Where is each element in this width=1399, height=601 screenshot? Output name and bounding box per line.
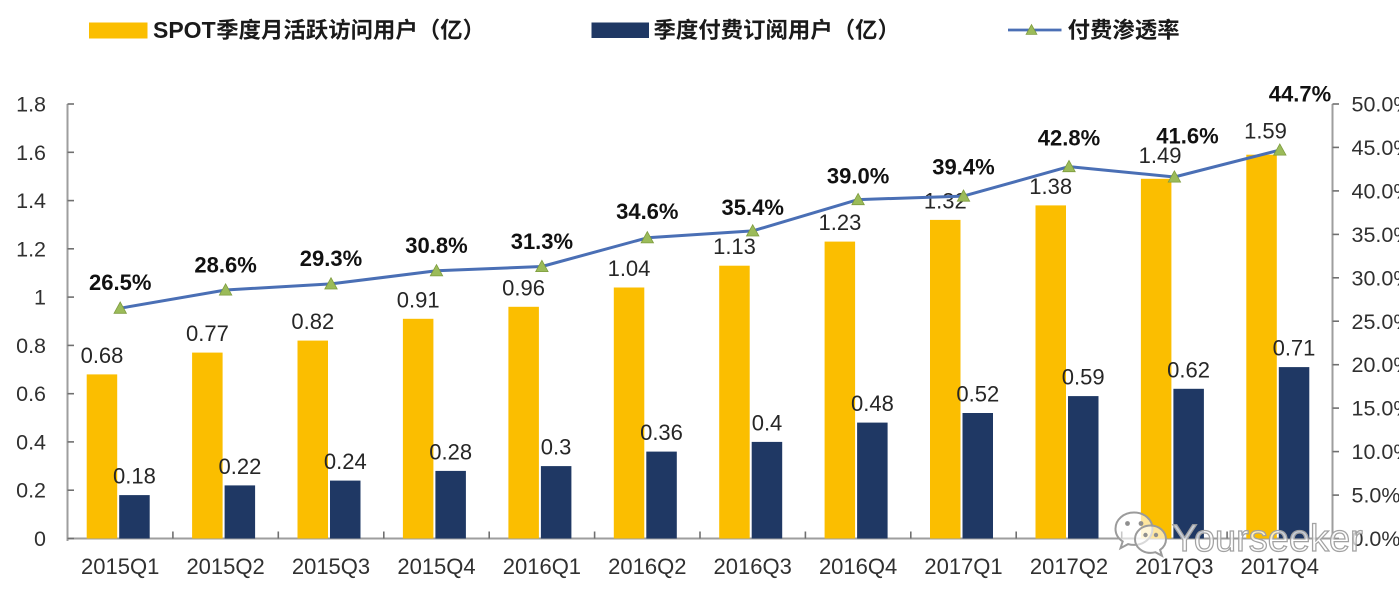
svg-text:2016Q4: 2016Q4 [819, 554, 897, 579]
svg-text:1.6: 1.6 [16, 141, 46, 165]
svg-text:35.4%: 35.4% [722, 195, 784, 220]
svg-text:30.8%: 30.8% [405, 233, 467, 258]
svg-text:35.0%: 35.0% [1352, 223, 1399, 247]
svg-text:0.48: 0.48 [851, 391, 894, 416]
svg-text:40.0%: 40.0% [1352, 179, 1399, 203]
svg-text:0.91: 0.91 [397, 287, 440, 312]
svg-text:20.0%: 20.0% [1352, 353, 1399, 377]
svg-text:31.3%: 31.3% [511, 229, 573, 254]
svg-text:0.6: 0.6 [16, 382, 46, 406]
svg-text:1.4: 1.4 [16, 189, 46, 213]
svg-text:1: 1 [34, 286, 46, 310]
svg-text:Yourseeker: Yourseeker [1172, 518, 1363, 560]
svg-text:2015Q2: 2015Q2 [186, 554, 264, 579]
svg-text:2017Q2: 2017Q2 [1030, 554, 1108, 579]
svg-text:2015Q1: 2015Q1 [81, 554, 159, 579]
svg-text:0.8: 0.8 [16, 334, 46, 358]
svg-text:34.6%: 34.6% [616, 199, 678, 224]
svg-text:39.4%: 39.4% [932, 155, 994, 180]
svg-text:0: 0 [34, 527, 46, 551]
svg-text:2015Q3: 2015Q3 [292, 554, 370, 579]
svg-text:5.0%: 5.0% [1352, 484, 1399, 508]
svg-text:0.62: 0.62 [1167, 357, 1210, 382]
svg-text:0.52: 0.52 [956, 382, 999, 407]
svg-text:50.0%: 50.0% [1352, 93, 1399, 117]
svg-text:44.7%: 44.7% [1269, 82, 1331, 107]
svg-text:30.0%: 30.0% [1352, 266, 1399, 290]
svg-text:0.68: 0.68 [81, 343, 124, 368]
svg-text:26.5%: 26.5% [89, 270, 151, 295]
svg-text:29.3%: 29.3% [300, 246, 362, 271]
svg-text:0.77: 0.77 [186, 321, 229, 346]
svg-text:10.0%: 10.0% [1352, 440, 1399, 464]
svg-text:1.59: 1.59 [1244, 119, 1287, 144]
svg-text:1.2: 1.2 [16, 237, 46, 261]
svg-text:0.22: 0.22 [218, 454, 261, 479]
svg-text:2016Q1: 2016Q1 [503, 554, 581, 579]
svg-text:0.2: 0.2 [16, 479, 46, 503]
svg-text:SPOT: SPOT [153, 17, 216, 43]
svg-text:0.59: 0.59 [1062, 365, 1105, 390]
svg-text:1.23: 1.23 [818, 210, 861, 235]
svg-text:45.0%: 45.0% [1352, 136, 1399, 160]
svg-text:2016Q2: 2016Q2 [608, 554, 686, 579]
svg-text:0.96: 0.96 [502, 275, 545, 300]
svg-text:0.28: 0.28 [429, 439, 472, 464]
svg-text:0.4: 0.4 [16, 430, 46, 454]
svg-text:1.8: 1.8 [16, 93, 46, 117]
svg-text:1.13: 1.13 [713, 234, 756, 259]
svg-text:0.3: 0.3 [541, 435, 572, 460]
svg-text:0.82: 0.82 [291, 309, 334, 334]
svg-text:1.38: 1.38 [1029, 174, 1072, 199]
svg-text:0.36: 0.36 [640, 420, 683, 445]
svg-text:0.4: 0.4 [752, 410, 783, 435]
svg-text:25.0%: 25.0% [1352, 310, 1399, 334]
svg-text:39.0%: 39.0% [827, 164, 889, 189]
svg-text:2015Q4: 2015Q4 [397, 554, 475, 579]
svg-text:0.24: 0.24 [324, 449, 367, 474]
svg-text:0.18: 0.18 [113, 464, 156, 489]
svg-text:15.0%: 15.0% [1352, 397, 1399, 421]
svg-text:42.8%: 42.8% [1038, 126, 1100, 151]
svg-text:28.6%: 28.6% [194, 253, 256, 278]
svg-text:1.04: 1.04 [608, 256, 651, 281]
svg-text:2016Q3: 2016Q3 [714, 554, 792, 579]
svg-text:41.6%: 41.6% [1156, 124, 1218, 149]
svg-text:2017Q1: 2017Q1 [924, 554, 1002, 579]
svg-text:0.71: 0.71 [1273, 336, 1316, 361]
